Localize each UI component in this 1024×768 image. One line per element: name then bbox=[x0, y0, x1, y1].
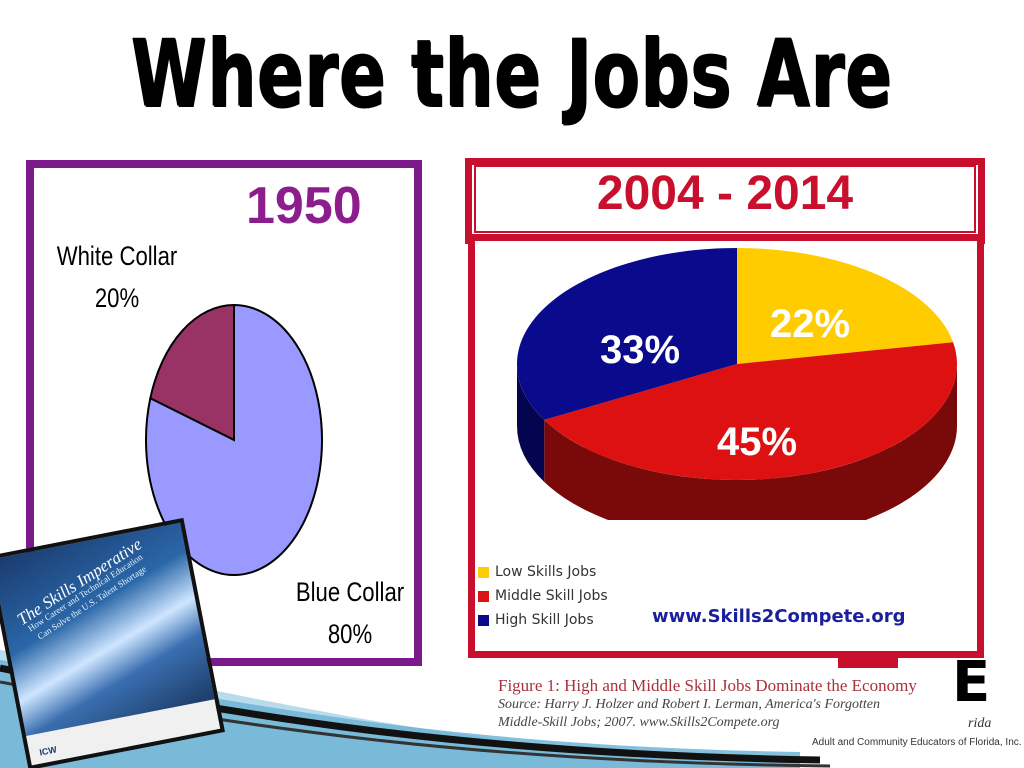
pie-slice-low-skills-jobs bbox=[737, 248, 954, 364]
white-collar-pct: 20% bbox=[94, 282, 140, 313]
slide-title: Where the Jobs Are bbox=[131, 19, 893, 128]
org-logo-letters: E bbox=[952, 650, 991, 715]
pie-slice-blue-collar bbox=[145, 303, 323, 576]
blue-collar-name: Blue Collar bbox=[295, 577, 405, 607]
legend-label-middle: Middle Skill Jobs bbox=[495, 588, 608, 604]
legend-item-middle: Middle Skill Jobs bbox=[478, 584, 608, 608]
pie-wall-high-skill-jobs bbox=[517, 364, 545, 482]
caption-source-1: Source: Harry J. Holzer and Robert I. Le… bbox=[498, 696, 880, 712]
legend-swatch-middle bbox=[478, 590, 489, 602]
org-logo-state: rida bbox=[968, 716, 992, 731]
org-footer-text: Adult and Community Educators of Florida… bbox=[812, 737, 1022, 748]
blue-collar-label: Blue Collar 80% bbox=[284, 572, 415, 656]
pie-wall-middle-skill-jobs bbox=[544, 364, 957, 520]
pie-slice-white-collar bbox=[149, 303, 235, 442]
legend-swatch-low bbox=[478, 566, 489, 578]
chart-2004-title: 2004 - 2014 bbox=[596, 167, 854, 220]
legend-swatch-high bbox=[478, 614, 489, 626]
org-logo-accent bbox=[838, 656, 898, 668]
legend-label-low: Low Skills Jobs bbox=[495, 564, 597, 580]
legend-item-high: High Skill Jobs bbox=[478, 608, 608, 632]
pie-chart-1950 bbox=[145, 303, 323, 576]
chart-1950-title: 1950 bbox=[246, 177, 362, 235]
middle-skill-pct-label: 45% bbox=[717, 420, 798, 464]
caption-title: Figure 1: High and Middle Skill Jobs Dom… bbox=[498, 676, 917, 695]
pie-slice-high-skill-jobs bbox=[517, 248, 737, 420]
chart-legend: Low Skills Jobs Middle Skill Jobs High S… bbox=[478, 560, 608, 632]
pie-slice-middle-skill-jobs bbox=[544, 342, 957, 480]
low-skill-pct-label: 22% bbox=[770, 302, 851, 346]
blue-collar-pct: 80% bbox=[327, 618, 373, 649]
figure-caption: Figure 1: High and Middle Skill Jobs Dom… bbox=[498, 676, 917, 732]
high-skill-pct-label: 33% bbox=[600, 328, 681, 372]
legend-item-low: Low Skills Jobs bbox=[478, 560, 608, 584]
legend-label-high: High Skill Jobs bbox=[495, 612, 594, 628]
website-link[interactable]: www.Skills2Compete.org bbox=[652, 606, 906, 627]
caption-source-2: Middle-Skill Jobs; 2007. www.Skills2Comp… bbox=[498, 714, 780, 730]
pie-chart-2004 bbox=[517, 248, 957, 520]
chart-2004-header-inner bbox=[474, 165, 976, 233]
white-collar-label: White Collar 20% bbox=[56, 236, 179, 320]
white-collar-name: White Collar bbox=[56, 241, 178, 271]
